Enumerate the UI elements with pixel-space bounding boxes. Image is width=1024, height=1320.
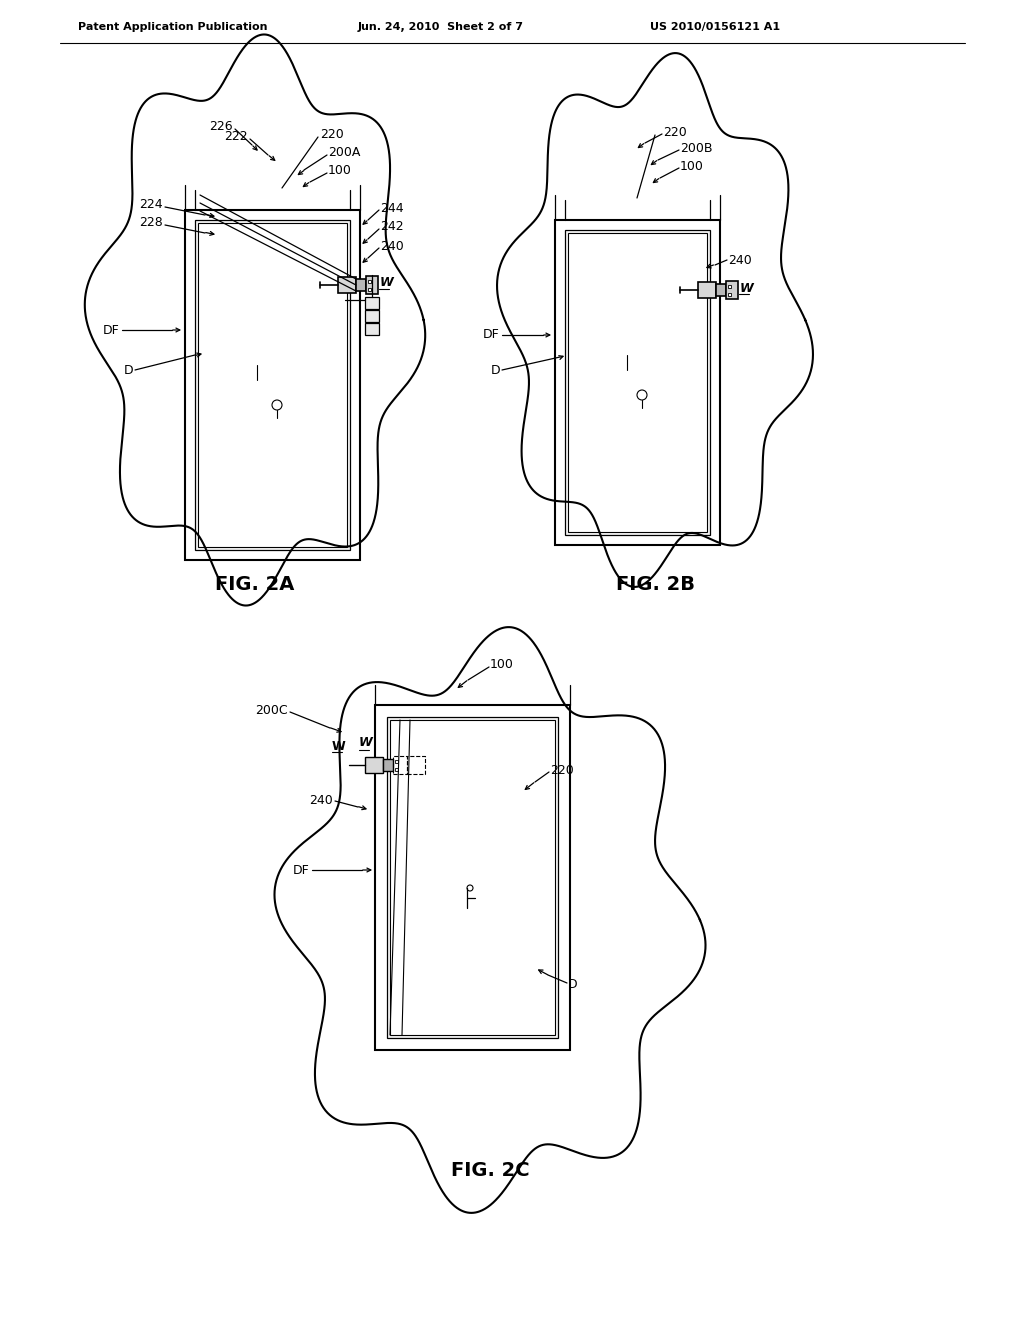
- Text: 224: 224: [139, 198, 163, 211]
- Text: D: D: [123, 363, 133, 376]
- Bar: [195, 220, 350, 550]
- Text: 100: 100: [490, 659, 514, 672]
- Text: 228: 228: [139, 216, 163, 230]
- Text: W: W: [380, 276, 394, 289]
- Bar: [338, 277, 356, 293]
- Bar: [716, 284, 726, 296]
- Bar: [395, 760, 398, 763]
- Text: 240: 240: [380, 239, 403, 252]
- Bar: [393, 756, 407, 774]
- Text: 240: 240: [728, 253, 752, 267]
- Bar: [728, 285, 731, 288]
- Bar: [198, 223, 347, 546]
- Text: W: W: [332, 741, 346, 754]
- Bar: [698, 282, 716, 298]
- Text: 100: 100: [680, 160, 703, 173]
- Text: DF: DF: [483, 329, 500, 342]
- Text: 220: 220: [550, 763, 573, 776]
- Text: Jun. 24, 2010  Sheet 2 of 7: Jun. 24, 2010 Sheet 2 of 7: [358, 22, 524, 32]
- Bar: [368, 280, 371, 282]
- Text: W: W: [740, 281, 754, 294]
- Bar: [728, 293, 731, 296]
- Bar: [366, 276, 378, 294]
- Text: 200A: 200A: [328, 147, 360, 160]
- Bar: [185, 210, 360, 560]
- Text: 242: 242: [380, 220, 403, 234]
- Text: 226: 226: [209, 120, 233, 133]
- Text: 220: 220: [319, 128, 344, 141]
- Bar: [365, 323, 379, 335]
- Polygon shape: [390, 719, 555, 1035]
- Text: US 2010/0156121 A1: US 2010/0156121 A1: [650, 22, 780, 32]
- Bar: [555, 220, 720, 545]
- Bar: [387, 717, 558, 1038]
- Text: 220: 220: [663, 125, 687, 139]
- Text: DF: DF: [103, 323, 120, 337]
- Text: 222: 222: [224, 131, 248, 144]
- Text: 200B: 200B: [680, 141, 713, 154]
- Text: FIG. 2C: FIG. 2C: [451, 1160, 529, 1180]
- Text: 200C: 200C: [255, 704, 288, 717]
- Bar: [368, 288, 371, 290]
- Bar: [407, 756, 425, 774]
- Text: D: D: [490, 363, 500, 376]
- Bar: [365, 756, 383, 774]
- Bar: [568, 234, 707, 532]
- Text: DF: DF: [293, 863, 310, 876]
- Bar: [565, 230, 710, 535]
- Text: Patent Application Publication: Patent Application Publication: [78, 22, 267, 32]
- Bar: [356, 279, 366, 290]
- Text: W: W: [359, 737, 373, 748]
- Text: 244: 244: [380, 202, 403, 214]
- Text: D: D: [568, 978, 578, 991]
- Bar: [395, 768, 398, 771]
- Text: 240: 240: [309, 793, 333, 807]
- Text: FIG. 2A: FIG. 2A: [215, 576, 295, 594]
- Bar: [365, 297, 379, 309]
- Bar: [383, 759, 393, 771]
- Text: 100: 100: [328, 165, 352, 177]
- Bar: [375, 705, 570, 1049]
- Bar: [726, 281, 738, 300]
- Text: FIG. 2B: FIG. 2B: [615, 576, 694, 594]
- Bar: [365, 310, 379, 322]
